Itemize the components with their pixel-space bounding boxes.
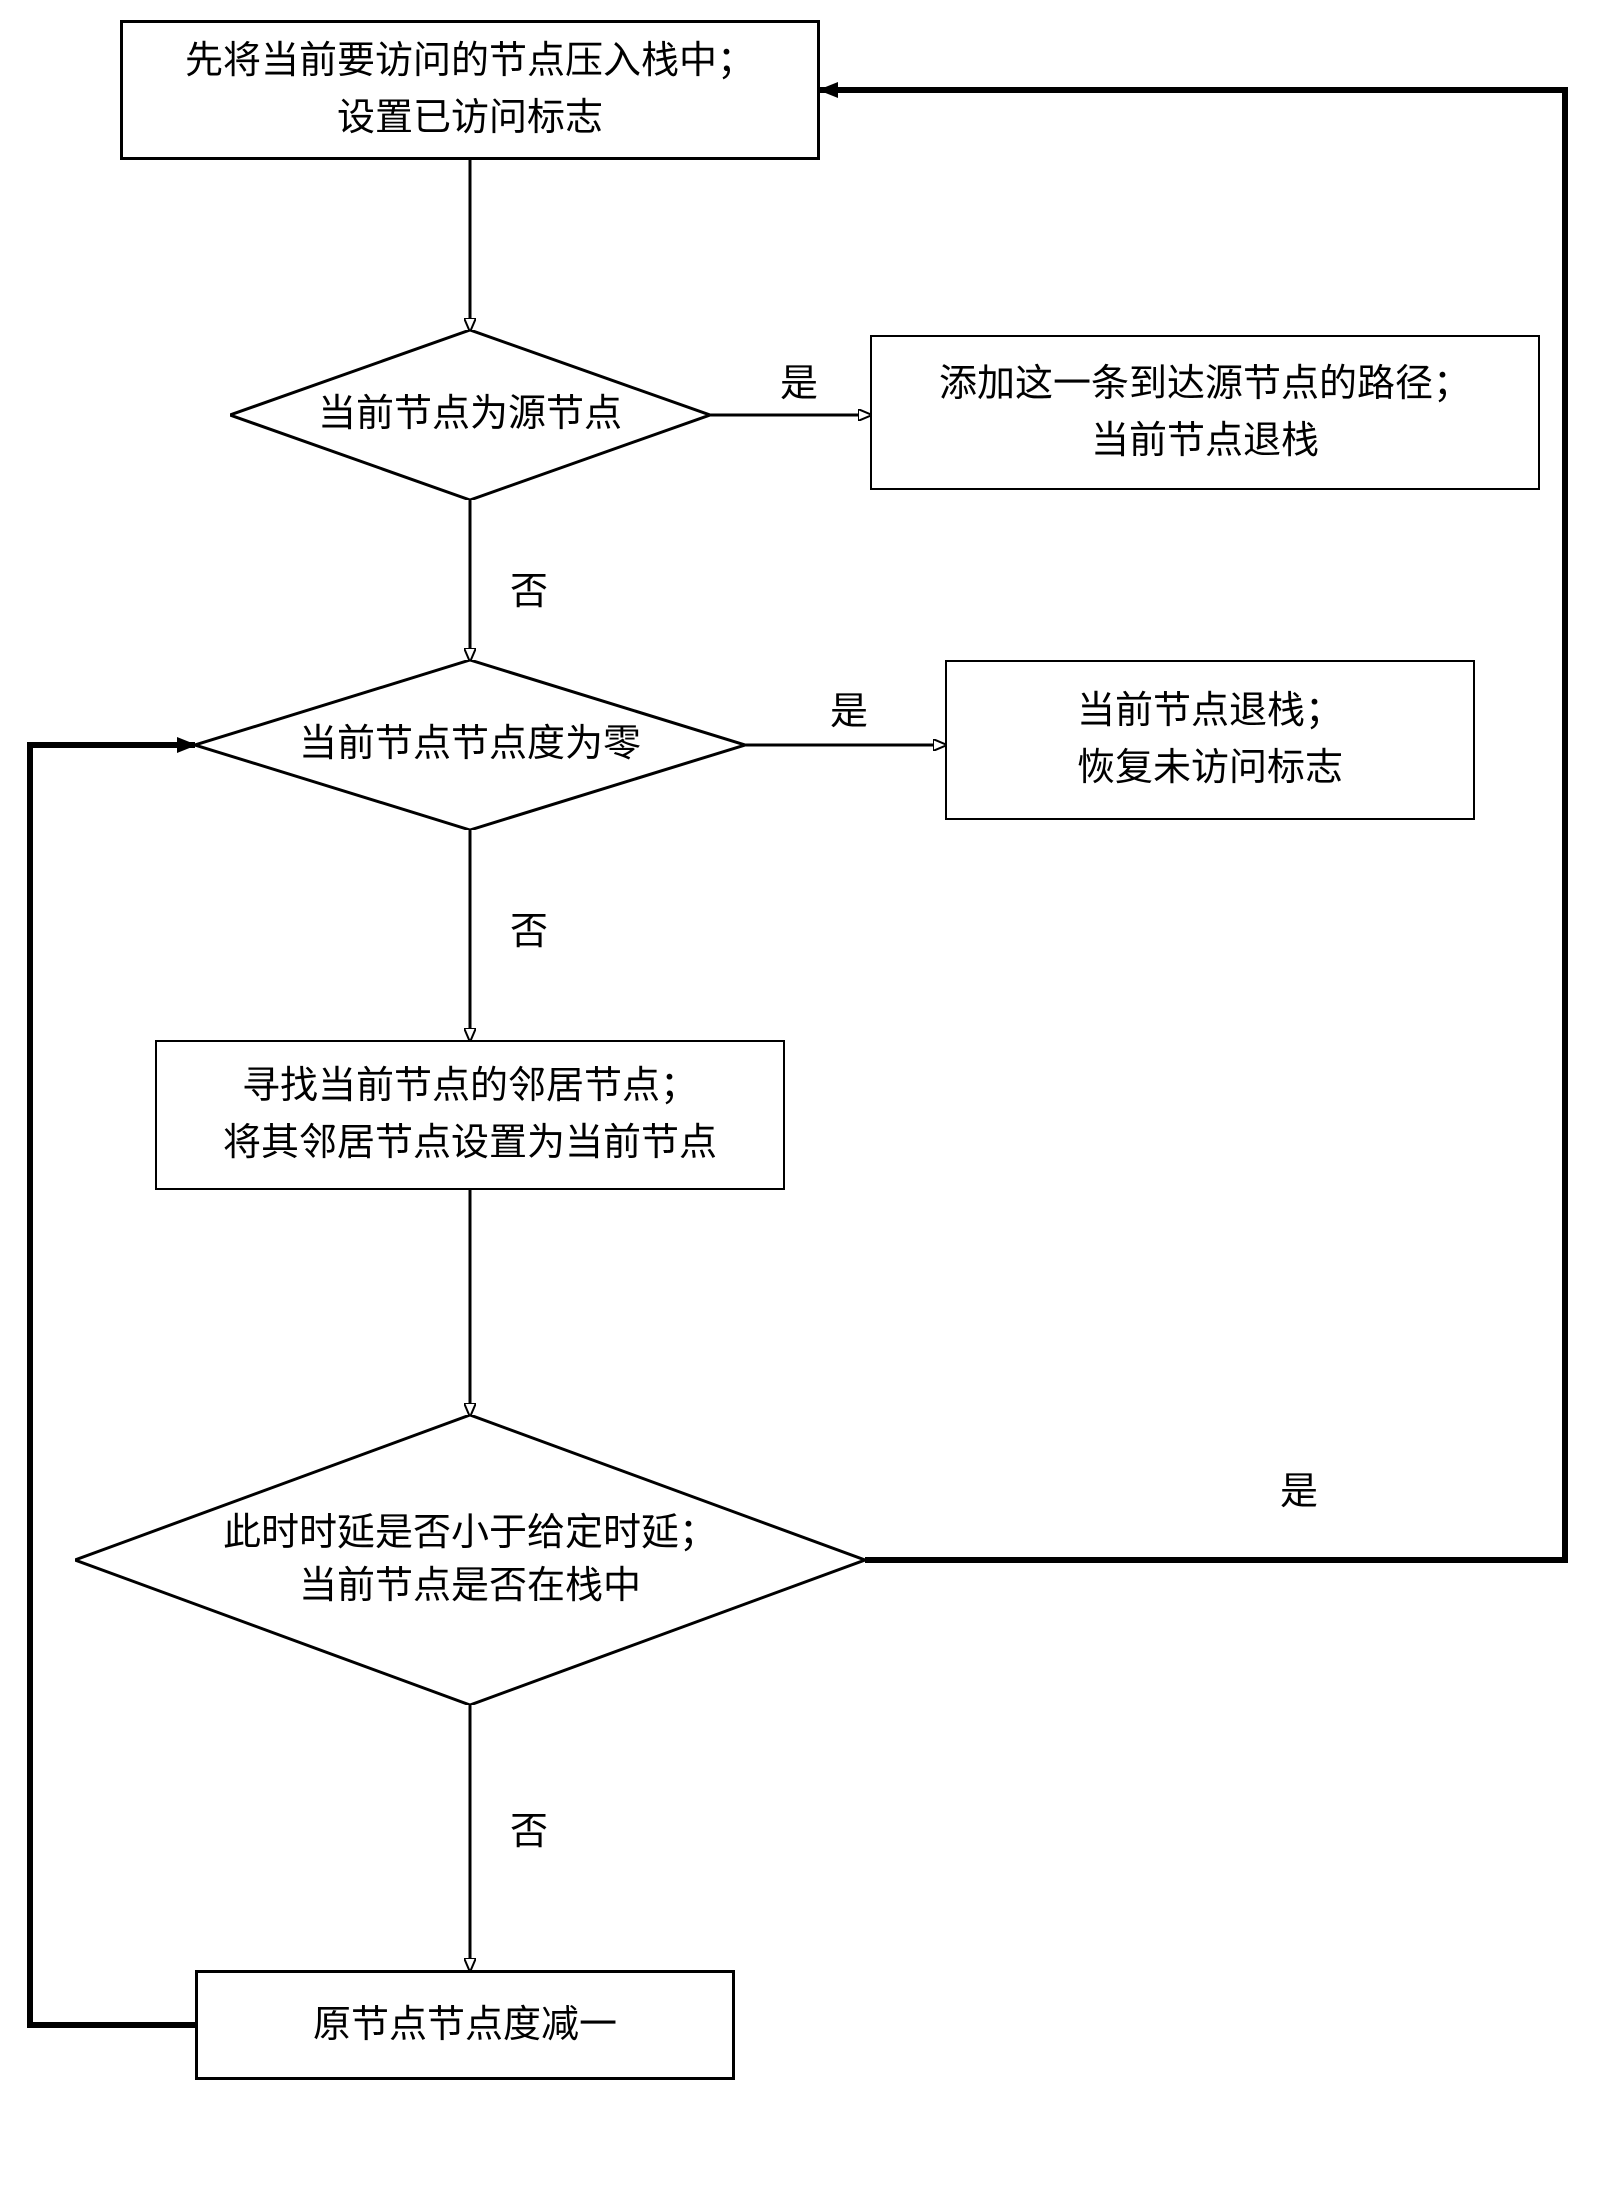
node-text-line: 寻找当前节点的邻居节点； bbox=[242, 1058, 698, 1115]
node-text-line: 当前节点退栈； bbox=[1077, 683, 1343, 740]
node-text-line: 设置已访问标志 bbox=[337, 90, 603, 147]
label-d3-yes: 是 bbox=[1280, 1460, 1318, 1515]
node-text-line: 将其邻居节点设置为当前节点 bbox=[223, 1115, 717, 1172]
node-text-line: 当前节点是否在栈中 bbox=[299, 1560, 641, 1613]
label-d1-yes: 是 bbox=[780, 352, 818, 407]
node-find-neighbor: 寻找当前节点的邻居节点； 将其邻居节点设置为当前节点 bbox=[155, 1040, 785, 1190]
node-text-line: 当前节点为源节点 bbox=[318, 388, 622, 441]
node-text-line: 恢复未访问标志 bbox=[1077, 740, 1343, 797]
node-add-path: 添加这一条到达源节点的路径； 当前节点退栈 bbox=[870, 335, 1540, 490]
decision-is-source: 当前节点为源节点 bbox=[230, 330, 710, 500]
node-push-stack: 先将当前要访问的节点压入栈中； 设置已访问标志 bbox=[120, 20, 820, 160]
label-d3-no: 否 bbox=[510, 1800, 548, 1855]
decision-delay-check: 此时时延是否小于给定时延； 当前节点是否在栈中 bbox=[75, 1415, 865, 1705]
node-text-line: 先将当前要访问的节点压入栈中； bbox=[185, 33, 755, 90]
node-degree-minus: 原节点节点度减一 bbox=[195, 1970, 735, 2080]
node-text-line: 原节点节点度减一 bbox=[313, 1997, 617, 2054]
node-pop-restore: 当前节点退栈； 恢复未访问标志 bbox=[945, 660, 1475, 820]
label-d1-no: 否 bbox=[510, 560, 548, 615]
node-text-line: 当前节点节点度为零 bbox=[299, 718, 641, 771]
node-text-line: 此时时延是否小于给定时延； bbox=[223, 1507, 717, 1560]
label-d2-yes: 是 bbox=[830, 680, 868, 735]
node-text-line: 添加这一条到达源节点的路径； bbox=[939, 356, 1471, 413]
label-d2-no: 否 bbox=[510, 900, 548, 955]
decision-degree-zero: 当前节点节点度为零 bbox=[195, 660, 745, 830]
node-text-line: 当前节点退栈 bbox=[1091, 413, 1319, 470]
